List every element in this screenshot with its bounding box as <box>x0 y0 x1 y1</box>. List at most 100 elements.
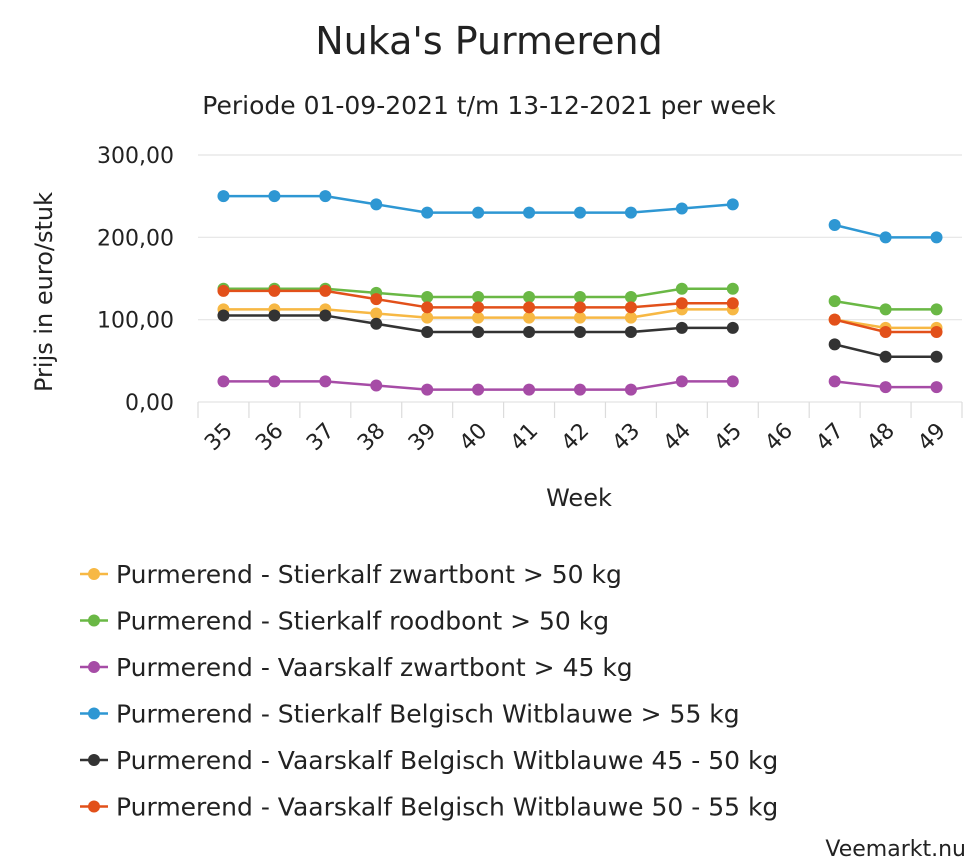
y-tick-label: 300,00 <box>97 144 174 169</box>
data-point[interactable] <box>624 301 637 314</box>
data-point[interactable] <box>523 206 536 219</box>
data-point[interactable] <box>319 190 332 203</box>
x-tick-label: 40 <box>455 419 492 456</box>
data-point[interactable] <box>370 379 383 392</box>
grid-layer <box>197 154 963 418</box>
data-point[interactable] <box>574 291 586 304</box>
legend-label: Purmerend - Stierkalf roodbont > 50 kg <box>116 607 609 636</box>
data-point[interactable] <box>879 326 892 339</box>
data-point[interactable] <box>726 321 739 334</box>
data-point[interactable] <box>574 383 586 396</box>
data-point[interactable] <box>675 321 688 334</box>
data-point[interactable] <box>879 303 892 316</box>
data-point[interactable] <box>879 350 892 363</box>
data-point[interactable] <box>828 375 841 388</box>
data-point[interactable] <box>879 231 892 244</box>
data-point[interactable] <box>675 202 688 215</box>
data-point[interactable] <box>217 309 230 322</box>
data-point[interactable] <box>217 375 230 388</box>
data-point[interactable] <box>930 381 943 394</box>
data-point[interactable] <box>574 206 586 219</box>
data-point[interactable] <box>472 206 485 219</box>
legend-item[interactable]: Purmerend - Vaarskalf zwartbont > 45 kg <box>80 653 633 682</box>
data-point[interactable] <box>472 301 485 314</box>
legend-item[interactable]: Purmerend - Stierkalf zwartbont > 50 kg <box>80 560 622 589</box>
data-point[interactable] <box>370 293 383 306</box>
data-point[interactable] <box>370 198 383 211</box>
data-point[interactable] <box>319 375 332 388</box>
data-point[interactable] <box>624 291 637 304</box>
legend-item[interactable]: Purmerend - Stierkalf Belgisch Witblauwe… <box>80 700 740 729</box>
data-point[interactable] <box>421 206 434 219</box>
legend-label: Purmerend - Vaarskalf zwartbont > 45 kg <box>116 653 633 682</box>
data-point[interactable] <box>879 381 892 394</box>
data-point[interactable] <box>930 231 943 244</box>
data-point[interactable] <box>675 375 688 388</box>
data-point[interactable] <box>472 383 485 396</box>
x-tick-label: 44 <box>659 419 696 456</box>
data-point[interactable] <box>421 326 434 339</box>
data-point[interactable] <box>523 301 536 314</box>
legend-swatch-marker <box>88 800 100 813</box>
data-point[interactable] <box>574 311 586 324</box>
data-point[interactable] <box>574 326 586 339</box>
legend: Purmerend - Stierkalf zwartbont > 50 kg P… <box>80 560 778 822</box>
x-tick-label: 45 <box>710 419 747 456</box>
data-point[interactable] <box>726 297 739 310</box>
legend-label: Purmerend - Vaarskalf Belgisch Witblauwe… <box>116 793 778 822</box>
data-point[interactable] <box>624 326 637 339</box>
data-point[interactable] <box>370 307 383 320</box>
data-point[interactable] <box>268 190 281 203</box>
data-point[interactable] <box>574 301 586 314</box>
data-point[interactable] <box>930 303 943 316</box>
series-6 <box>217 284 943 339</box>
data-point[interactable] <box>523 326 536 339</box>
data-point[interactable] <box>675 297 688 310</box>
y-tick-label: 0,00 <box>125 391 174 416</box>
x-tick-label: 35 <box>200 419 237 456</box>
legend-item[interactable]: Purmerend - Vaarskalf Belgisch Witblauwe… <box>80 793 778 822</box>
data-point[interactable] <box>268 284 281 297</box>
data-point[interactable] <box>523 291 536 304</box>
legend-item[interactable]: Purmerend - Vaarskalf Belgisch Witblauwe… <box>80 746 778 775</box>
data-point[interactable] <box>472 326 485 339</box>
y-tick-labels: 0,00 100,00 200,00 300,00 <box>97 144 174 416</box>
legend-item[interactable]: Purmerend - Stierkalf roodbont > 50 kg <box>80 607 609 636</box>
data-point[interactable] <box>472 291 485 304</box>
data-point[interactable] <box>472 311 485 324</box>
data-point[interactable] <box>421 301 434 314</box>
data-point[interactable] <box>930 326 943 339</box>
data-point[interactable] <box>726 282 739 295</box>
data-point[interactable] <box>217 190 230 203</box>
data-point[interactable] <box>217 284 230 297</box>
data-point[interactable] <box>828 218 841 231</box>
data-point[interactable] <box>726 198 739 211</box>
series-layer <box>217 190 943 396</box>
data-point[interactable] <box>675 282 688 295</box>
data-point[interactable] <box>319 284 332 297</box>
data-point[interactable] <box>421 383 434 396</box>
x-axis-label: Week <box>546 484 612 512</box>
data-point[interactable] <box>624 206 637 219</box>
data-point[interactable] <box>828 295 841 308</box>
x-tick-label: 41 <box>506 419 543 456</box>
data-point[interactable] <box>624 311 637 324</box>
data-point[interactable] <box>523 383 536 396</box>
data-point[interactable] <box>828 313 841 326</box>
data-point[interactable] <box>523 311 536 324</box>
data-point[interactable] <box>930 350 943 363</box>
data-point[interactable] <box>726 375 739 388</box>
data-point[interactable] <box>268 375 281 388</box>
data-point[interactable] <box>319 309 332 322</box>
legend-swatch-marker <box>88 707 100 720</box>
x-tick-label: 46 <box>760 419 797 456</box>
data-point[interactable] <box>624 383 637 396</box>
data-point[interactable] <box>421 291 434 304</box>
data-point[interactable] <box>268 309 281 322</box>
series-5 <box>217 309 943 363</box>
data-point[interactable] <box>421 311 434 324</box>
data-point[interactable] <box>828 338 841 351</box>
x-tick-label: 39 <box>404 419 441 456</box>
data-point[interactable] <box>370 317 383 330</box>
